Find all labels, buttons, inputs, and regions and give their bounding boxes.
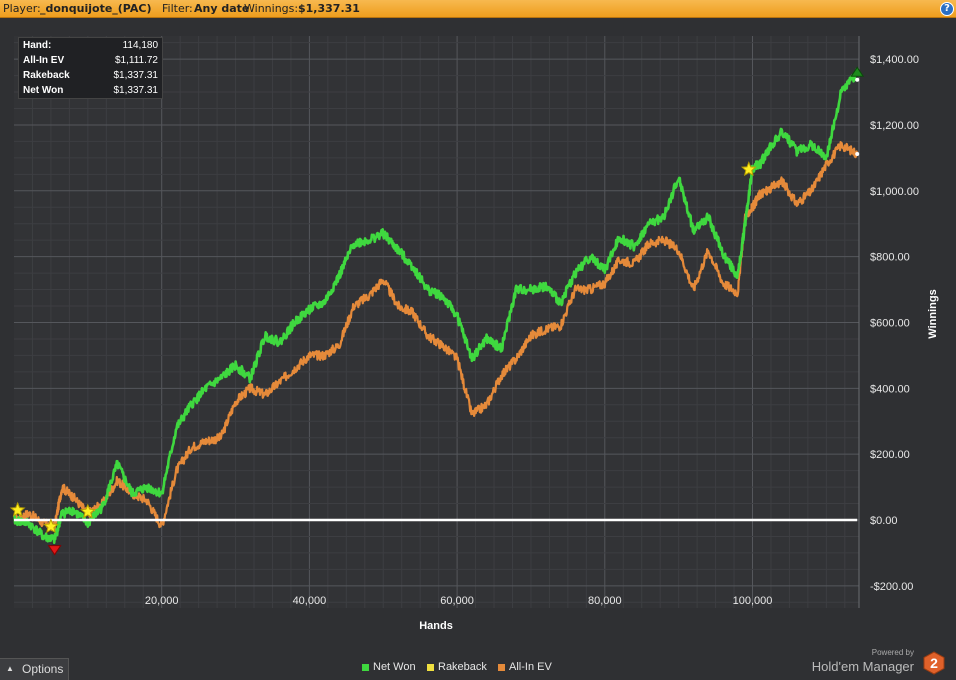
endpoint-dot [855, 152, 860, 157]
x-axis-label: Hands [419, 620, 453, 632]
options-label: Options [22, 662, 64, 676]
winnings-value: $1,337.31 [298, 2, 360, 15]
chevron-up-icon: ▲ [6, 664, 14, 673]
legend-item-allin-ev[interactable]: All-In EV [498, 661, 568, 675]
y-tick-label: $1,000.00 [870, 186, 919, 198]
stat-row: Rakeback $1,337.31 [19, 69, 162, 84]
y-tick-label: $600.00 [870, 317, 910, 329]
brand: Powered by Hold'em Manager 2 [806, 648, 946, 678]
header-bar: Player: _donquijote_(PAC) Filter: Any da… [0, 0, 956, 18]
brand-name: Hold'em Manager [811, 659, 914, 674]
markers-layer [9, 66, 865, 556]
x-tick-label: 20,000 [145, 595, 179, 607]
y-tick-label: $0.00 [870, 515, 898, 527]
x-tick-label: 100,000 [733, 595, 773, 607]
brand-logo-text: 2 [930, 655, 938, 671]
stat-value: $1,111.72 [114, 55, 158, 66]
stat-label: Rakeback [23, 70, 70, 81]
question-circle-icon[interactable]: ? [940, 2, 954, 16]
legend-item-net-won[interactable]: Net Won [362, 661, 432, 675]
star-marker-icon [740, 161, 757, 177]
x-tick-label: 60,000 [440, 595, 474, 607]
y-ticks: -$200.00 $0.00 $200.00 $400.00 $600.00 $800.0… [870, 54, 919, 593]
y-tick-label: $1,200.00 [870, 120, 919, 132]
legend-swatch [362, 664, 369, 671]
x-tick-label: 40,000 [293, 595, 327, 607]
star-marker-icon [9, 501, 26, 517]
star-marker-icon [79, 503, 96, 519]
y-tick-label: $400.00 [870, 383, 910, 395]
stat-label: All-In EV [23, 55, 65, 66]
stat-row: Hand: 114,180 [19, 39, 162, 54]
stat-row: Net Won $1,337.31 [19, 84, 162, 99]
stat-value: 114,180 [122, 40, 158, 51]
series-layer [12, 68, 859, 545]
max-marker-icon [850, 66, 865, 77]
hem-logo-icon: 2 [923, 651, 945, 675]
stat-label: Hand: [23, 40, 52, 51]
x-ticks: 20,000 40,000 60,000 80,000 100,000 [145, 595, 773, 607]
powered-by-text: Powered by [871, 648, 914, 657]
star-marker-icon [43, 518, 59, 534]
y-axis-label: Winnings [927, 289, 939, 338]
player-label: Player: [3, 2, 41, 15]
filter-value: Any date [194, 2, 250, 15]
options-button[interactable]: ▲ Options [0, 658, 69, 680]
y-tick-label: $1,400.00 [870, 54, 919, 66]
player-name: _donquijote_(PAC) [40, 2, 152, 15]
min-marker-icon [47, 545, 62, 556]
stat-row: All-In EV $1,111.72 [19, 54, 162, 69]
stats-panel: Hand: 114,180 All-In EV $1,111.72 Rakeba… [18, 37, 163, 99]
series-net-won [12, 68, 859, 545]
winnings-label: Winnings: [244, 2, 299, 15]
stat-value: $1,337.31 [113, 85, 159, 96]
legend-label: Rakeback [438, 661, 487, 673]
y-tick-label: $200.00 [870, 449, 910, 461]
legend-label: All-In EV [509, 661, 552, 673]
filter-label: Filter: [162, 2, 193, 15]
legend-item-rakeback[interactable]: Rakeback [427, 661, 497, 675]
legend-swatch [427, 664, 434, 671]
y-tick-label: -$200.00 [870, 581, 913, 593]
series-allin-ev [13, 140, 859, 532]
endpoint-dot [855, 77, 860, 82]
stat-label: Net Won [23, 85, 64, 96]
winnings-chart: 20,000 40,000 60,000 80,000 100,000 -$200.00… [9, 36, 939, 632]
y-tick-label: $800.00 [870, 252, 910, 264]
x-tick-label: 80,000 [588, 595, 622, 607]
legend-swatch [498, 664, 505, 671]
legend-label: Net Won [373, 661, 416, 673]
stat-value: $1,337.31 [113, 70, 159, 81]
grid [14, 36, 860, 608]
